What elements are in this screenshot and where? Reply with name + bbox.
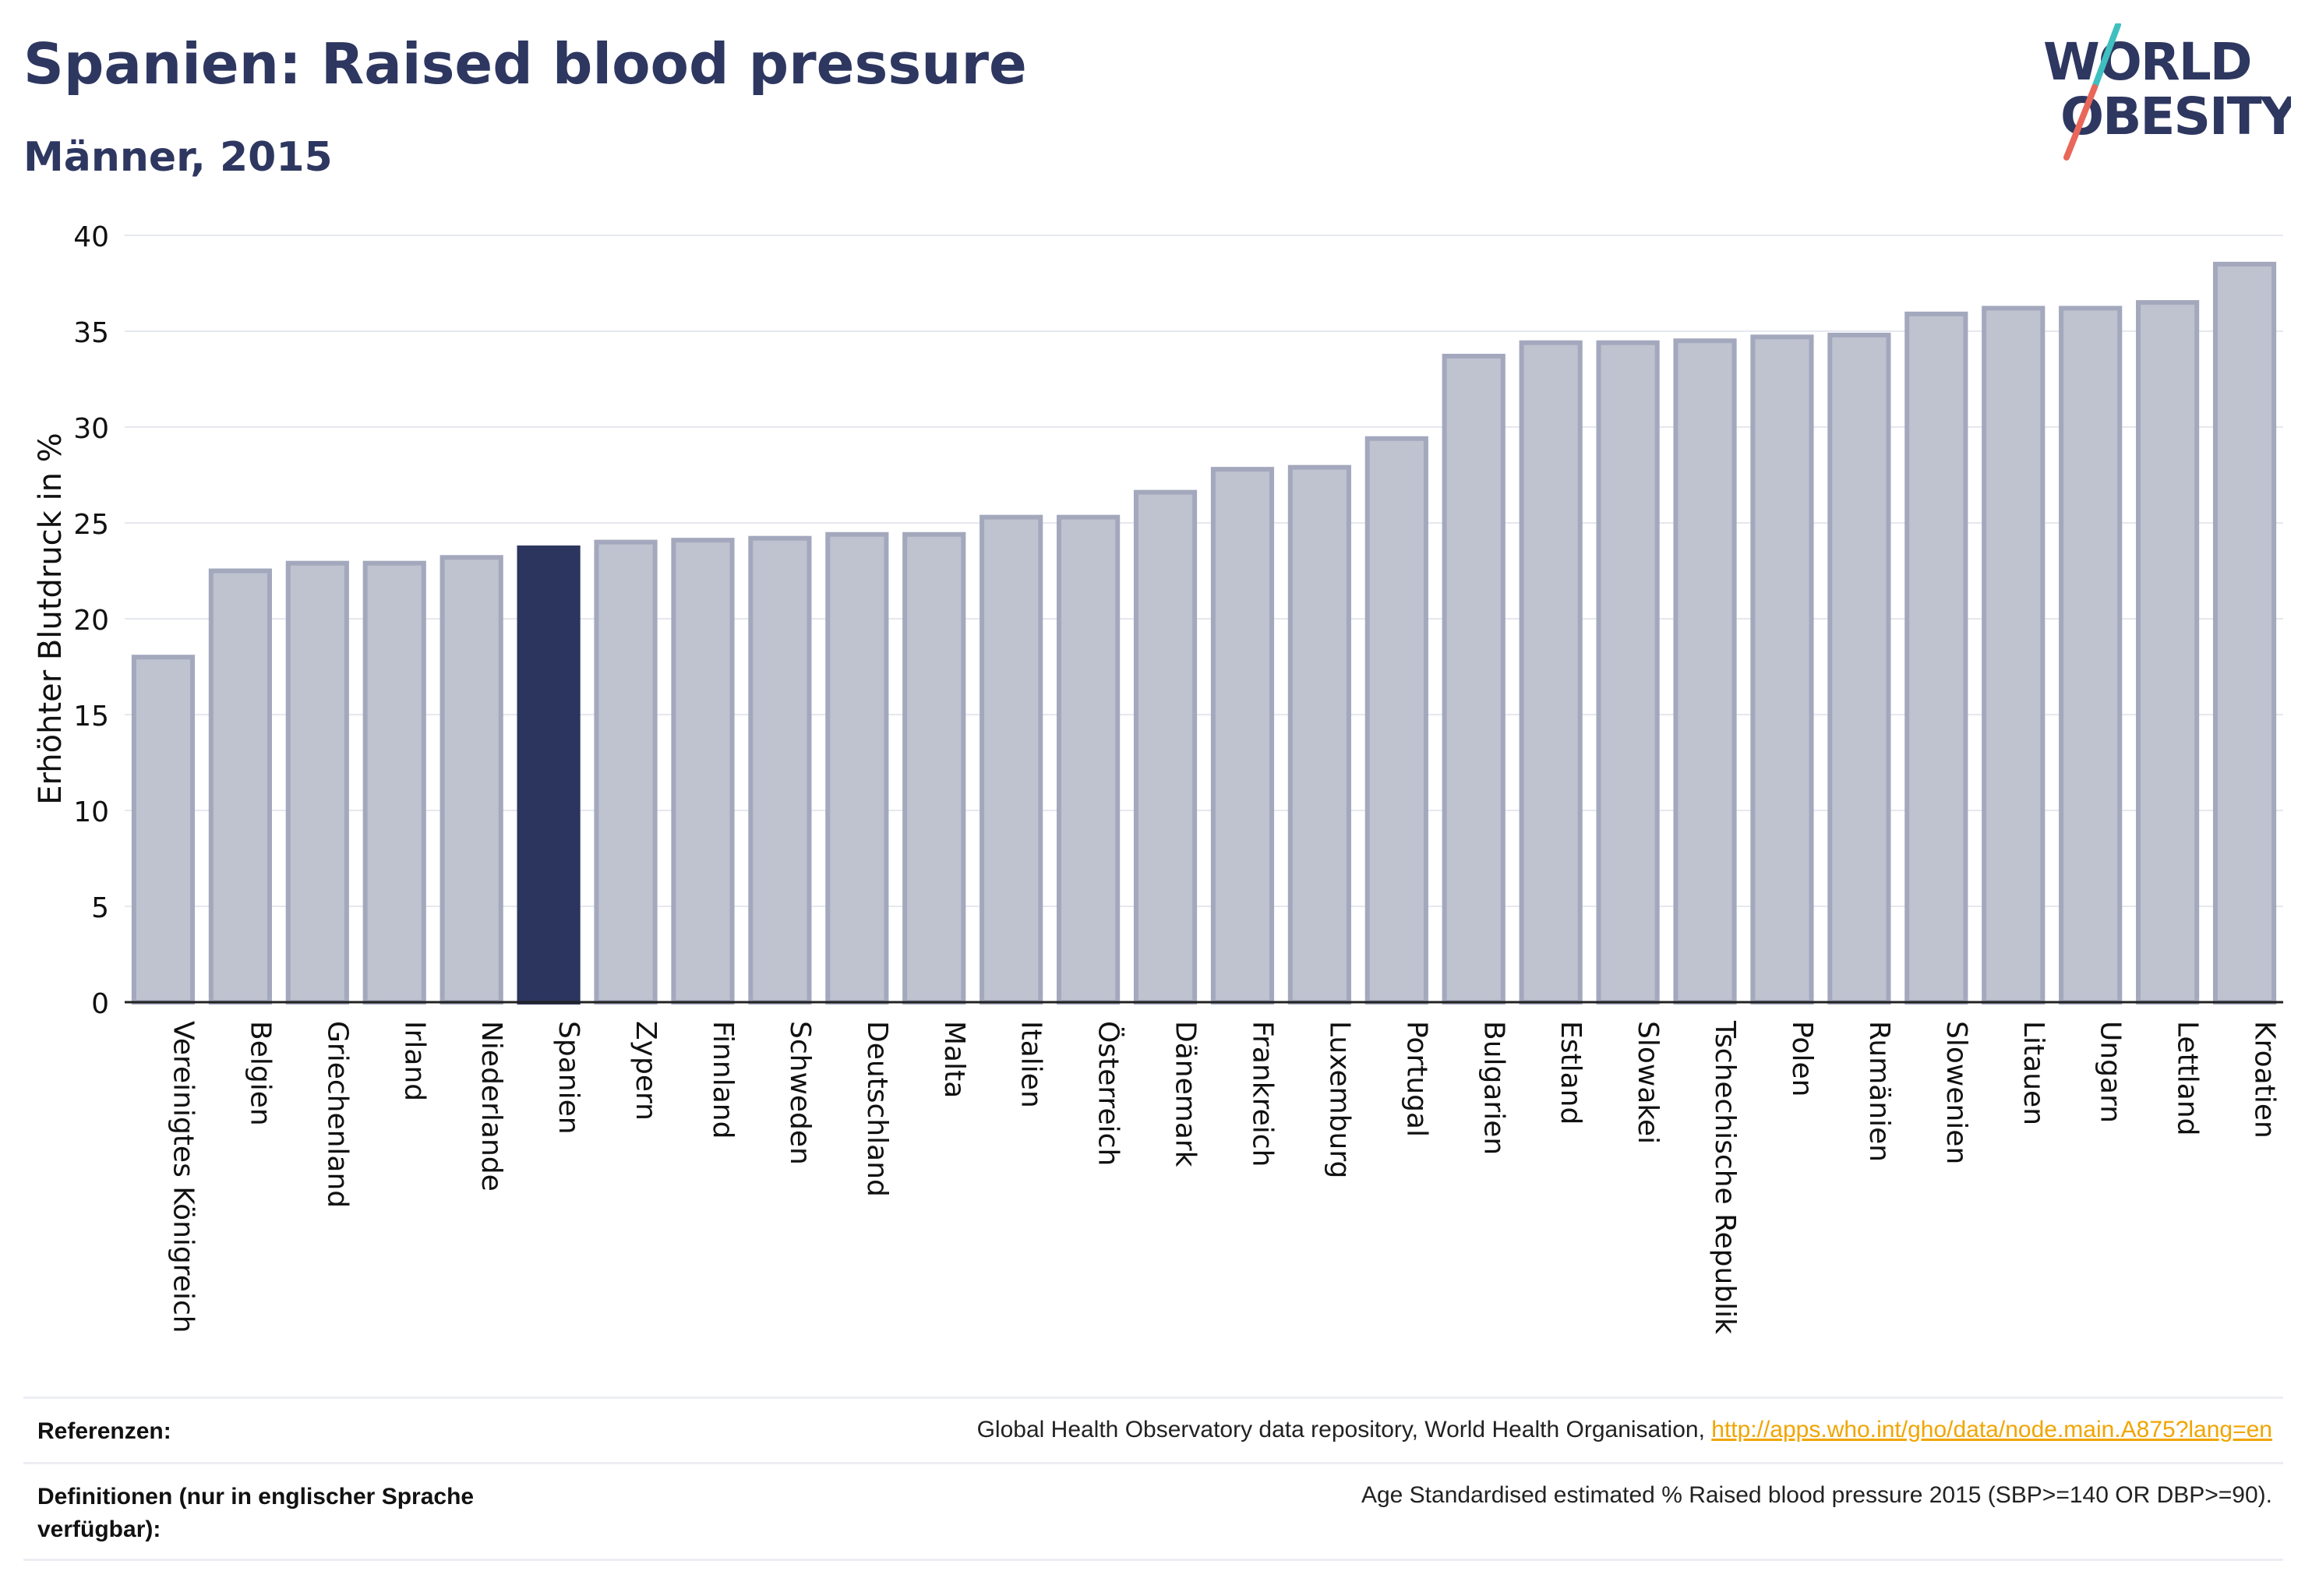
chart-title: Spanien: Raised blood pressure — [23, 31, 1027, 97]
x-tick-label: Portugal — [1400, 1021, 1432, 1137]
bar-kroatien — [2212, 261, 2277, 1005]
x-tick-label: Schweden — [784, 1021, 816, 1165]
bar-lettland — [2136, 300, 2200, 1005]
x-tick-label: Zypern — [630, 1021, 662, 1121]
y-tick-label: 40 — [73, 221, 109, 253]
logo-slash-bottom — [2063, 84, 2098, 161]
bar-niederlande — [439, 555, 503, 1005]
bar-polen — [1750, 334, 1814, 1005]
x-tick-label: Litauen — [2017, 1021, 2049, 1125]
references-link[interactable]: http://apps.who.int/gho/data/node.main.A… — [1711, 1417, 2272, 1442]
x-tick-label: Slowenien — [1940, 1021, 1972, 1164]
bar-estland — [1519, 340, 1583, 1005]
x-tick-label: Polen — [1786, 1021, 1818, 1096]
x-tick-label: Estland — [1555, 1021, 1587, 1125]
x-tick-label: Kroatien — [2249, 1021, 2281, 1139]
footer-divider-top — [23, 1396, 2283, 1399]
references-label: Referenzen: — [37, 1418, 171, 1444]
x-tick-label: Lettland — [2172, 1021, 2204, 1136]
bar-irland — [362, 560, 426, 1005]
x-tick-label: Tschechische Republik — [1709, 1020, 1741, 1334]
x-tick-label: Niederlande — [475, 1021, 507, 1192]
bar-ungarn — [2059, 305, 2123, 1005]
logo-slash-top — [2091, 23, 2121, 90]
bar-chart: 0 5 10 15 20 25 30 35 40 Erhöhter Blutdruck in % V… — [33, 221, 2283, 1334]
bar-luxemburg — [1287, 464, 1351, 1005]
y-tick-label: 10 — [73, 796, 109, 828]
y-tick-label: 25 — [73, 509, 109, 541]
bar-österreich — [1057, 514, 1121, 1005]
y-tick-label: 5 — [91, 892, 109, 924]
bar-belgien — [208, 568, 272, 1005]
bar-portugal — [1364, 436, 1428, 1005]
bar-litauen — [1982, 305, 2046, 1005]
x-tick-label: Bulgarien — [1477, 1021, 1509, 1155]
bar-italien — [980, 514, 1043, 1005]
y-tick-label: 20 — [73, 605, 109, 637]
definitions-label: Definitionen (nur in englischer Sprache … — [37, 1484, 475, 1542]
bar-slowakei — [1596, 340, 1660, 1005]
bar-spanien — [517, 545, 581, 1005]
x-tick-label: Vereinigtes Königreich — [167, 1021, 199, 1333]
world-obesity-logo: WORLD OBESITY — [2043, 23, 2291, 161]
definitions-row: Definitionen (nur in englischer Sprache … — [23, 1468, 2283, 1554]
bar-rumänien — [1827, 332, 1891, 1005]
references-value: Global Health Observatory data repositor… — [977, 1417, 2272, 1443]
bar-zypern — [594, 539, 658, 1005]
x-tick-label: Malta — [938, 1021, 970, 1098]
bar-vereinigtes-königreich — [131, 655, 196, 1005]
bar-deutschland — [825, 531, 889, 1005]
x-tick-label: Österreich — [1092, 1021, 1125, 1166]
y-tick-label: 30 — [73, 413, 109, 445]
definitions-value: Age Standardised estimated % Raised bloo… — [1361, 1482, 2272, 1508]
bar-slowenien — [1904, 311, 1968, 1005]
bar-griechenland — [285, 560, 349, 1005]
y-tick-label: 35 — [73, 317, 109, 349]
x-tick-label: Ungarn — [2095, 1021, 2127, 1123]
bar-malta — [902, 531, 966, 1005]
x-tick-label: Irland — [398, 1021, 430, 1101]
footer-divider-middle — [23, 1462, 2283, 1464]
x-tick-label: Dänemark — [1170, 1021, 1202, 1167]
y-tick-label: 15 — [73, 701, 109, 733]
bar-finnland — [671, 538, 735, 1005]
y-tick-label: 0 — [91, 988, 109, 1020]
x-tick-label: Deutschland — [861, 1021, 893, 1197]
x-tick-label: Rumänien — [1863, 1021, 1895, 1162]
bar-bulgarien — [1442, 353, 1505, 1005]
x-tick-label: Frankreich — [1246, 1021, 1278, 1167]
footer-divider-bottom — [23, 1559, 2283, 1561]
x-tick-label: Luxemburg — [1323, 1021, 1355, 1178]
x-tick-label: Slowakei — [1632, 1021, 1664, 1144]
x-tick-label: Belgien — [244, 1021, 276, 1126]
references-text: Global Health Observatory data repositor… — [976, 1417, 1712, 1442]
bar-tschechische-republik — [1673, 338, 1737, 1005]
bar-schweden — [748, 535, 812, 1005]
bar-frankreich — [1210, 467, 1275, 1005]
references-row: Referenzen: Global Health Observatory da… — [23, 1403, 2283, 1464]
x-tick-label: Finnland — [707, 1021, 739, 1139]
logo-word-world: WORLD — [2043, 32, 2251, 92]
y-axis-label: Erhöhter Blutdruck in % — [33, 433, 69, 804]
x-tick-label: Spanien — [552, 1021, 584, 1135]
x-tick-label: Italien — [1015, 1021, 1047, 1108]
bar-dänemark — [1133, 489, 1198, 1005]
x-tick-label: Griechenland — [321, 1021, 353, 1208]
chart-subtitle: Männer, 2015 — [23, 134, 333, 181]
logo-word-obesity: OBESITY — [2060, 87, 2291, 147]
